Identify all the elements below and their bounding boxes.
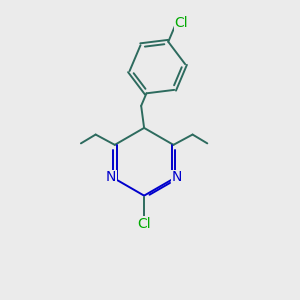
Text: Cl: Cl: [175, 16, 188, 30]
Text: N: N: [106, 170, 116, 184]
Text: Cl: Cl: [137, 217, 151, 231]
Text: N: N: [172, 170, 182, 184]
